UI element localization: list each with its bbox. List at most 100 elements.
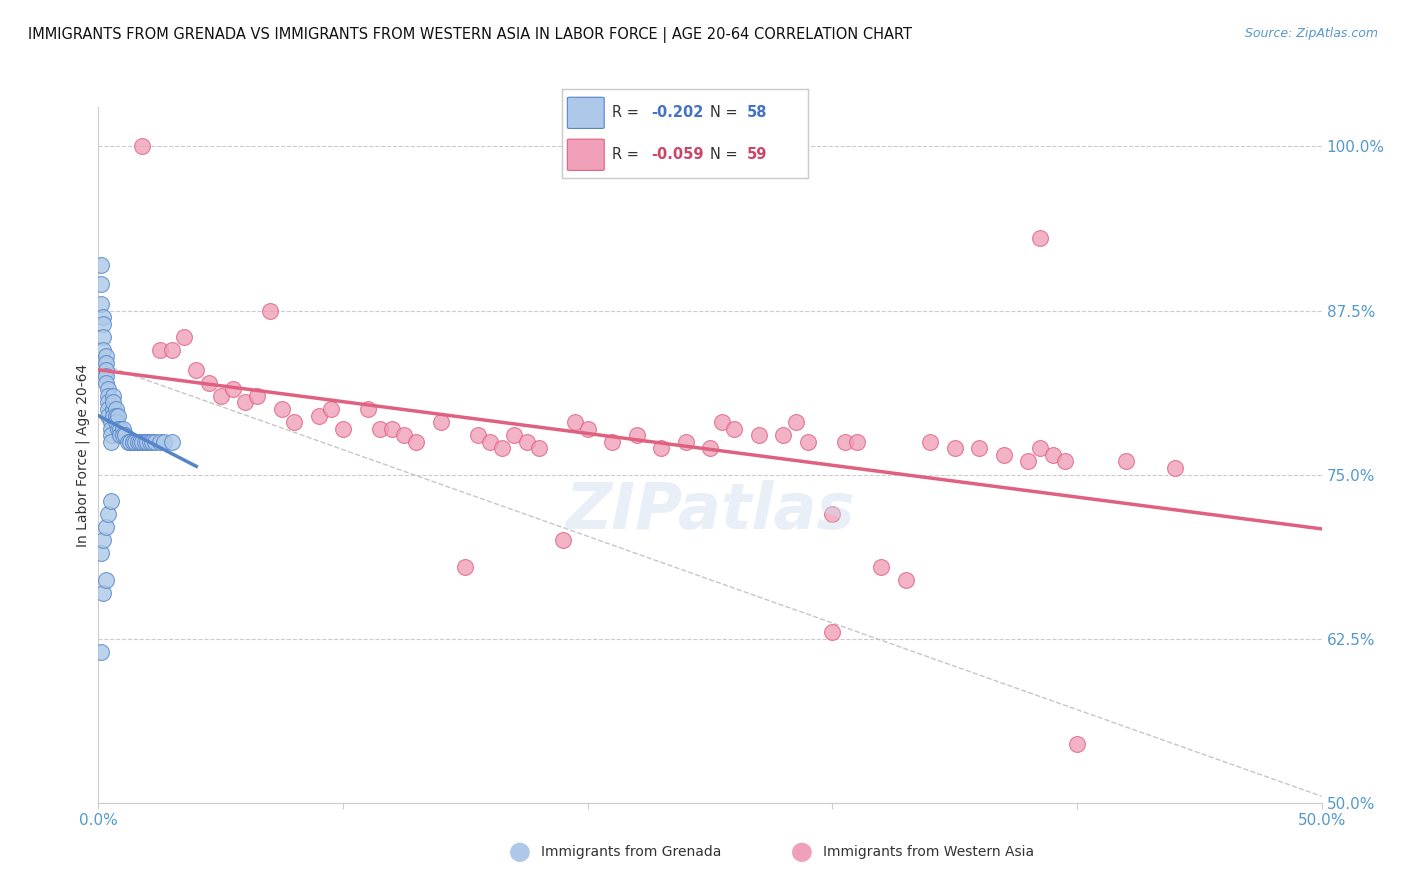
Point [91,533,114,548]
Point [143,434,166,449]
Point [134,434,156,449]
Point [124,434,146,449]
Point [233,395,256,409]
Point [392,428,416,442]
Point [1115,454,1137,468]
Point [503,428,526,442]
Text: ⬤: ⬤ [790,842,813,862]
Point [97,401,120,416]
Point [100,494,122,508]
Point [381,422,404,436]
Point [90,645,112,659]
Point [91,586,114,600]
Point [111,422,134,436]
Text: N =: N = [710,105,738,120]
Point [104,401,127,416]
Point [626,428,648,442]
Point [259,303,281,318]
Point [131,434,153,449]
Point [111,428,134,442]
Point [91,330,114,344]
Point [97,507,120,521]
Point [209,389,232,403]
Point [101,409,124,423]
Point [107,422,129,436]
Point [117,434,139,449]
Point [564,415,586,429]
Point [100,415,122,429]
Point [821,507,844,521]
Point [748,428,770,442]
Point [711,415,734,429]
Point [920,434,942,449]
Point [943,442,966,456]
Text: R =: R = [612,147,638,162]
Point [97,389,120,403]
Point [283,415,305,429]
Point [127,434,149,449]
Text: N =: N = [710,147,738,162]
Point [186,362,208,376]
Point [91,310,114,324]
Point [110,428,132,442]
Point [246,389,269,403]
Point [478,434,501,449]
Point [454,559,477,574]
Text: 59: 59 [747,147,768,162]
Point [834,434,856,449]
Point [356,401,378,416]
Point [467,428,489,442]
Point [94,520,117,534]
Point [101,395,124,409]
Point [1053,454,1076,468]
Point [94,369,117,384]
Point [121,434,143,449]
Text: ZIPatlas: ZIPatlas [565,480,855,541]
Point [94,362,117,376]
Point [1029,231,1052,245]
Point [90,297,112,311]
Point [650,442,672,456]
Point [91,343,114,357]
Point [173,330,195,344]
Point [94,573,117,587]
Point [515,434,537,449]
Point [845,434,868,449]
Point [1029,442,1052,456]
Point [430,415,453,429]
Point [894,573,917,587]
Point [405,434,427,449]
Text: 58: 58 [747,105,768,120]
Point [131,139,153,153]
Point [1042,448,1064,462]
Point [97,409,120,423]
Point [90,277,112,292]
Point [491,442,513,456]
FancyBboxPatch shape [568,139,605,170]
Point [675,434,697,449]
Point [153,434,176,449]
Point [104,415,127,429]
Point [97,382,120,396]
Point [723,422,745,436]
Text: -0.202: -0.202 [651,105,703,120]
Point [94,350,117,364]
Point [368,422,391,436]
Text: IMMIGRANTS FROM GRENADA VS IMMIGRANTS FROM WESTERN ASIA IN LABOR FORCE | AGE 20-: IMMIGRANTS FROM GRENADA VS IMMIGRANTS FR… [28,27,912,43]
Point [222,382,245,396]
Point [1017,454,1039,468]
Point [1066,737,1088,751]
Point [319,401,342,416]
Point [308,409,330,423]
Text: -0.059: -0.059 [651,147,703,162]
Point [94,356,117,370]
Point [139,434,162,449]
Text: Source: ZipAtlas.com: Source: ZipAtlas.com [1244,27,1378,40]
Point [967,442,990,456]
Point [576,422,599,436]
Point [270,401,294,416]
Point [110,422,132,436]
Point [129,434,152,449]
Point [160,434,183,449]
Point [90,258,112,272]
